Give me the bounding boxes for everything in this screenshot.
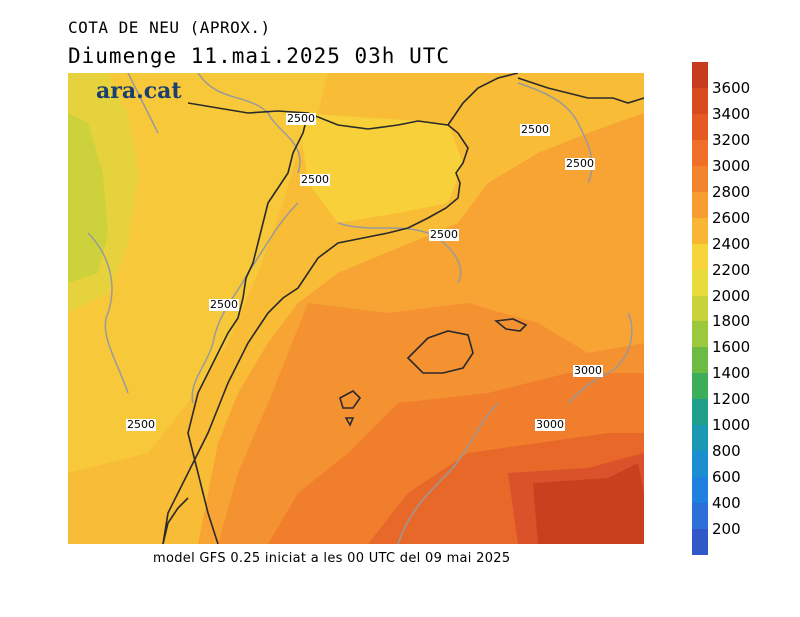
map-subtitle: Diumenge 11.mai.2025 03h UTC xyxy=(68,44,451,68)
color-legend-label: 3200 xyxy=(712,130,751,149)
color-legend-swatch xyxy=(692,87,708,115)
contour-label: 2500 xyxy=(209,298,239,311)
zone-1900 xyxy=(68,113,108,283)
contour-label: 2500 xyxy=(520,123,550,136)
color-legend-label: 2400 xyxy=(712,234,751,253)
color-legend-swatch xyxy=(692,529,708,556)
color-legend-swatch xyxy=(692,321,708,348)
color-legend-swatch xyxy=(692,347,708,374)
model-info-footer: model GFS 0.25 iniciat a les 00 UTC del … xyxy=(153,551,511,566)
color-legend-label: 1600 xyxy=(712,338,751,357)
contour-label: 2500 xyxy=(286,112,316,125)
island-mallorca xyxy=(406,330,474,374)
color-legend-swatch xyxy=(692,113,708,141)
color-legend-swatch xyxy=(692,399,708,426)
islands xyxy=(339,318,528,427)
color-legend-swatch xyxy=(692,295,708,322)
island-eivissa xyxy=(339,390,362,409)
color-legend-swatch xyxy=(692,477,708,504)
island-formentera xyxy=(344,417,355,427)
color-legend-swatch xyxy=(692,269,708,297)
contour-label: 2500 xyxy=(300,173,330,186)
province-borders xyxy=(87,73,633,544)
color-legend-label: 1400 xyxy=(712,364,751,383)
color-legend-label: 2200 xyxy=(712,260,751,279)
color-legend-swatch xyxy=(692,217,708,245)
contour-label: 3000 xyxy=(535,418,565,431)
contour-label: 2500 xyxy=(126,418,156,431)
color-legend-label: 1800 xyxy=(712,312,751,331)
color-legend-swatch xyxy=(692,451,708,478)
map-title: COTA DE NEU (APROX.) xyxy=(68,18,271,37)
color-legend-label: 3000 xyxy=(712,156,751,175)
color-legend-swatch xyxy=(692,373,708,400)
color-legend-swatch xyxy=(692,191,708,219)
color-legend-label: 2600 xyxy=(712,208,751,227)
color-legend-swatch xyxy=(692,503,708,530)
color-legend-label: 600 xyxy=(712,468,741,487)
color-legend-swatch xyxy=(692,425,708,452)
snow-level-map: ara.cat 2500 2500 2500 2500 2500 2500 25… xyxy=(68,73,644,544)
color-legend-label: 1200 xyxy=(712,390,751,409)
contour-label: 3000 xyxy=(573,364,603,377)
zone-3500 xyxy=(533,463,644,544)
contour-label: 2500 xyxy=(565,157,595,170)
zone-2200-pyrenees xyxy=(298,113,463,223)
color-legend-label: 1000 xyxy=(712,416,751,435)
color-legend-label: 400 xyxy=(712,494,741,513)
color-legend-label: 3400 xyxy=(712,104,751,123)
contour-label: 2500 xyxy=(429,228,459,241)
color-legend-label: 3600 xyxy=(712,78,751,97)
color-legend-bar xyxy=(692,62,708,556)
color-legend-label: 800 xyxy=(712,442,741,461)
color-legend-label: 200 xyxy=(712,520,741,539)
color-legend-swatch xyxy=(692,139,708,167)
map-canvas xyxy=(68,73,644,544)
color-legend-swatch xyxy=(692,243,708,271)
ara-cat-logo: ara.cat xyxy=(96,78,182,104)
color-legend-swatch xyxy=(692,165,708,193)
color-legend-label: 2800 xyxy=(712,182,751,201)
color-legend-swatch xyxy=(692,62,708,89)
coastlines xyxy=(162,73,644,544)
color-legend-label: 2000 xyxy=(712,286,751,305)
island-menorca xyxy=(494,318,528,332)
